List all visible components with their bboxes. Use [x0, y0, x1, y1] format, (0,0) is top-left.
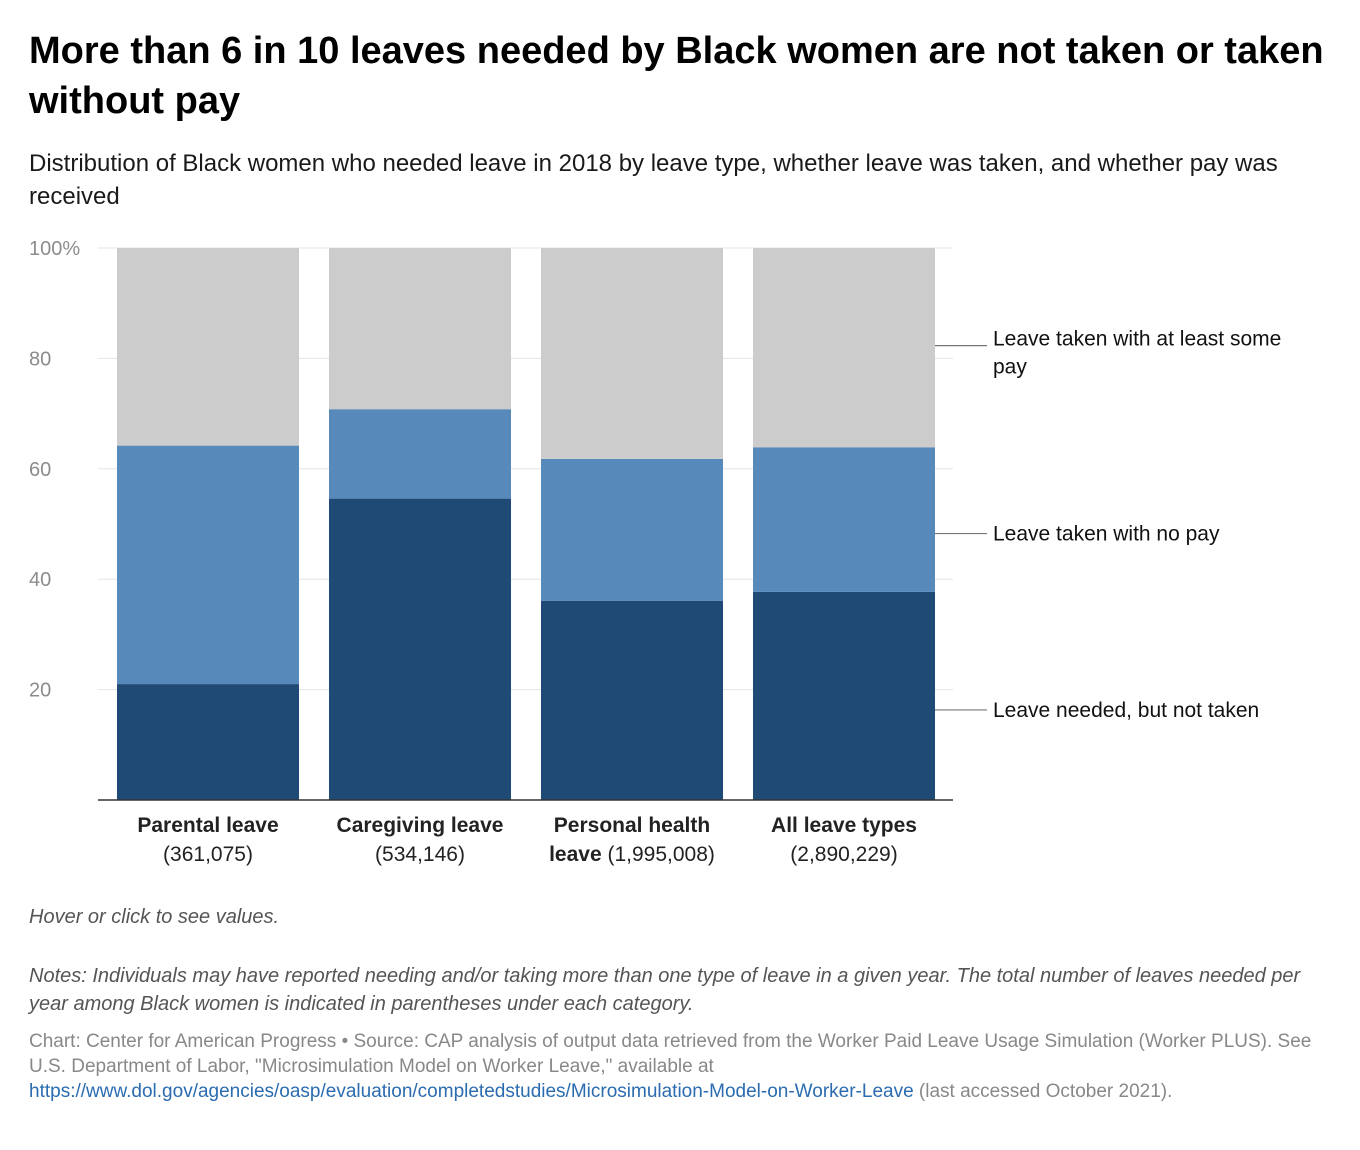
- bar-segment[interactable]: [329, 248, 511, 410]
- axis-layer: 20 40 60 80 100% Parental leave (361,075) Careg…: [29, 238, 953, 866]
- legend-label: Leave taken with at least some pay: [993, 328, 1281, 379]
- bar-segment[interactable]: [117, 684, 299, 800]
- bar-segment[interactable]: [117, 445, 299, 685]
- bar-segment[interactable]: [753, 447, 935, 592]
- category-label: Personal health: [554, 814, 710, 837]
- bar-segment[interactable]: [329, 409, 511, 499]
- y-tick-label: 60: [29, 459, 51, 481]
- bar-segment[interactable]: [329, 498, 511, 800]
- y-tick-label: 40: [29, 569, 51, 591]
- credits-suffix: (last accessed October 2021).: [913, 1081, 1173, 1102]
- hover-note: Hover or click to see values.: [29, 906, 280, 928]
- chart-subtitle: Distribution of Black women who needed l…: [29, 150, 1278, 210]
- chart-credits: Chart: Center for American Progress • So…: [29, 1029, 1329, 1104]
- legend-label: Leave taken with no pay: [993, 523, 1220, 546]
- category-label: (361,075): [163, 843, 253, 866]
- source-link[interactable]: https://www.dol.gov/agencies/oasp/evalua…: [29, 1081, 914, 1102]
- legend-label: Leave needed, but not taken: [993, 699, 1259, 722]
- y-tick-label: 20: [29, 680, 51, 702]
- category-label: leave (1,995,008): [549, 843, 715, 866]
- bar-segment[interactable]: [541, 458, 723, 601]
- y-tick-label: 100%: [29, 238, 80, 260]
- bar-segment[interactable]: [753, 248, 935, 448]
- stacked-bar-chart: 20 40 60 80 100% Parental leave (361,075) Careg…: [29, 238, 1281, 866]
- credits-prefix: Chart: Center for American Progress • So…: [29, 1031, 1312, 1077]
- legend-layer: Leave needed, but not taken Leave taken w…: [935, 328, 1281, 722]
- category-label: (534,146): [375, 843, 465, 866]
- category-label: Caregiving leave: [337, 814, 504, 837]
- bar-segment[interactable]: [753, 591, 935, 800]
- bar-layer: [117, 248, 935, 800]
- chart-title: More than 6 in 10 leaves needed by Black…: [29, 30, 1324, 122]
- bar-segment[interactable]: [117, 248, 299, 446]
- chart-notes: Notes: Individuals may have reported nee…: [29, 965, 1301, 1015]
- category-label: Parental leave: [137, 814, 278, 837]
- bar-segment[interactable]: [541, 600, 723, 800]
- category-label: All leave types: [771, 814, 917, 837]
- y-tick-label: 80: [29, 348, 51, 370]
- category-label: (2,890,229): [790, 843, 897, 866]
- bar-segment[interactable]: [541, 248, 723, 459]
